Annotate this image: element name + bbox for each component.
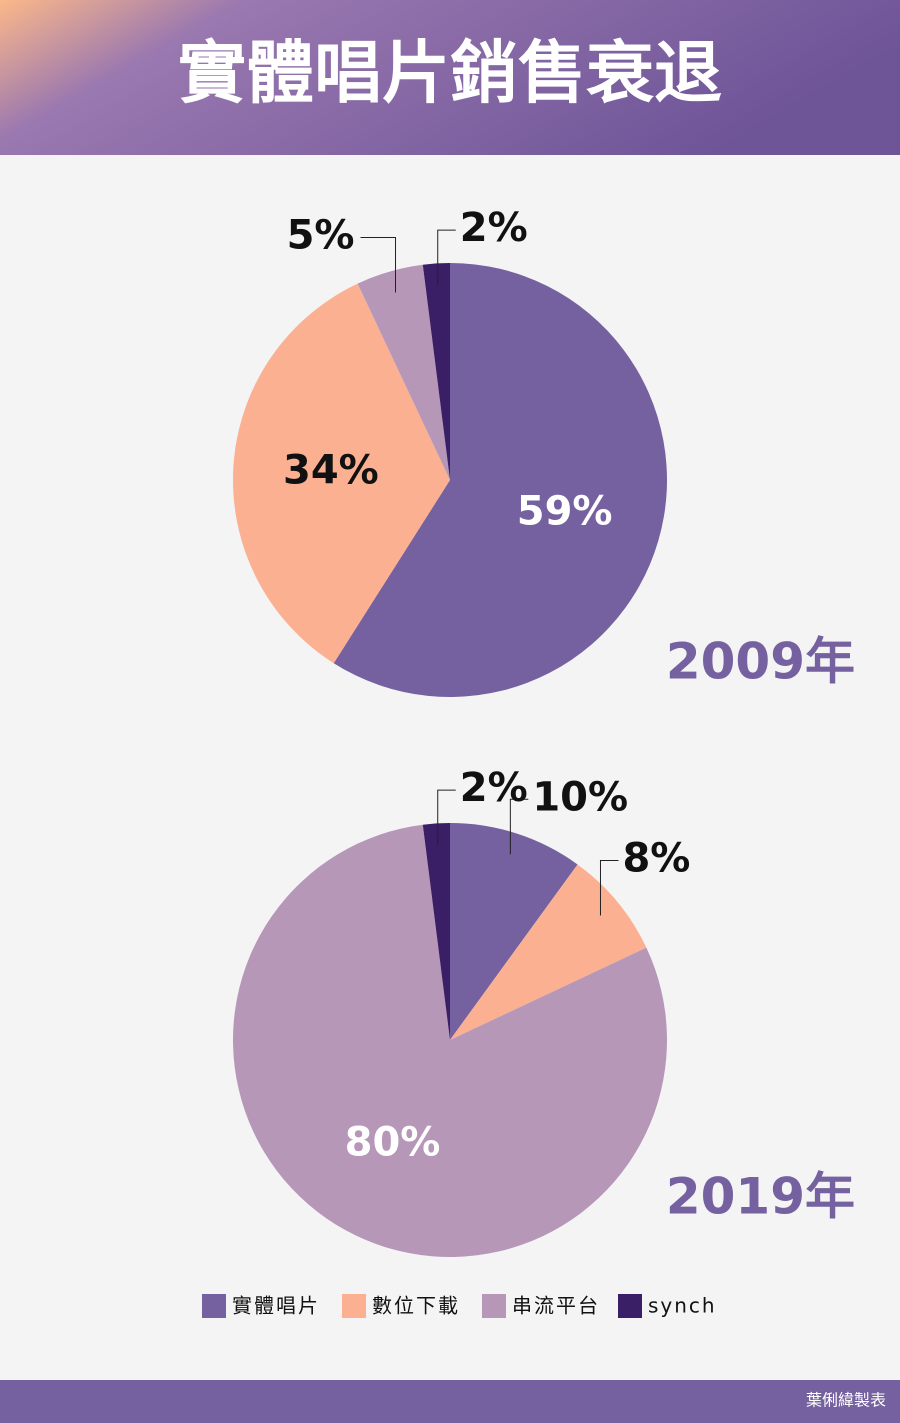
title: 實體唱片銷售衰退 (178, 35, 722, 114)
legend-label: synch (648, 1294, 717, 1318)
header (0, 0, 900, 155)
legend-label: 實體唱片 (232, 1294, 320, 1318)
credit: 葉俐緯製表 (806, 1391, 886, 1410)
leader-line (360, 236, 397, 293)
slice-label: 5% (287, 212, 355, 258)
pie-slice (357, 264, 450, 480)
slice-label: 2% (460, 205, 528, 251)
pie-slice (232, 283, 450, 664)
footer (0, 1380, 900, 1423)
year-label: 2019年 (666, 1168, 855, 1226)
slice-label: 59% (517, 488, 613, 534)
pie-slice (450, 823, 578, 1040)
slice-label: 34% (283, 448, 379, 494)
legend-swatch (202, 1294, 226, 1318)
pie-slice (232, 824, 667, 1258)
legend-label: 串流平台 (512, 1294, 600, 1318)
slice-label: 2% (460, 765, 528, 811)
leader-line (509, 798, 529, 855)
pie-slice (333, 263, 667, 697)
legend-swatch (482, 1294, 506, 1318)
slice-label: 8% (622, 836, 690, 882)
pie-slice (422, 823, 450, 1040)
legend-swatch (618, 1294, 642, 1318)
legend-swatch (342, 1294, 366, 1318)
leader-line (599, 860, 619, 916)
pie-slice (450, 864, 647, 1040)
leader-line (437, 789, 456, 846)
slice-label: 10% (532, 774, 628, 820)
leader-line (437, 229, 456, 286)
slice-label: 80% (345, 1120, 441, 1166)
legend-label: 數位下載 (372, 1294, 460, 1318)
pie-slice (422, 263, 450, 480)
year-label: 2009年 (666, 633, 855, 691)
